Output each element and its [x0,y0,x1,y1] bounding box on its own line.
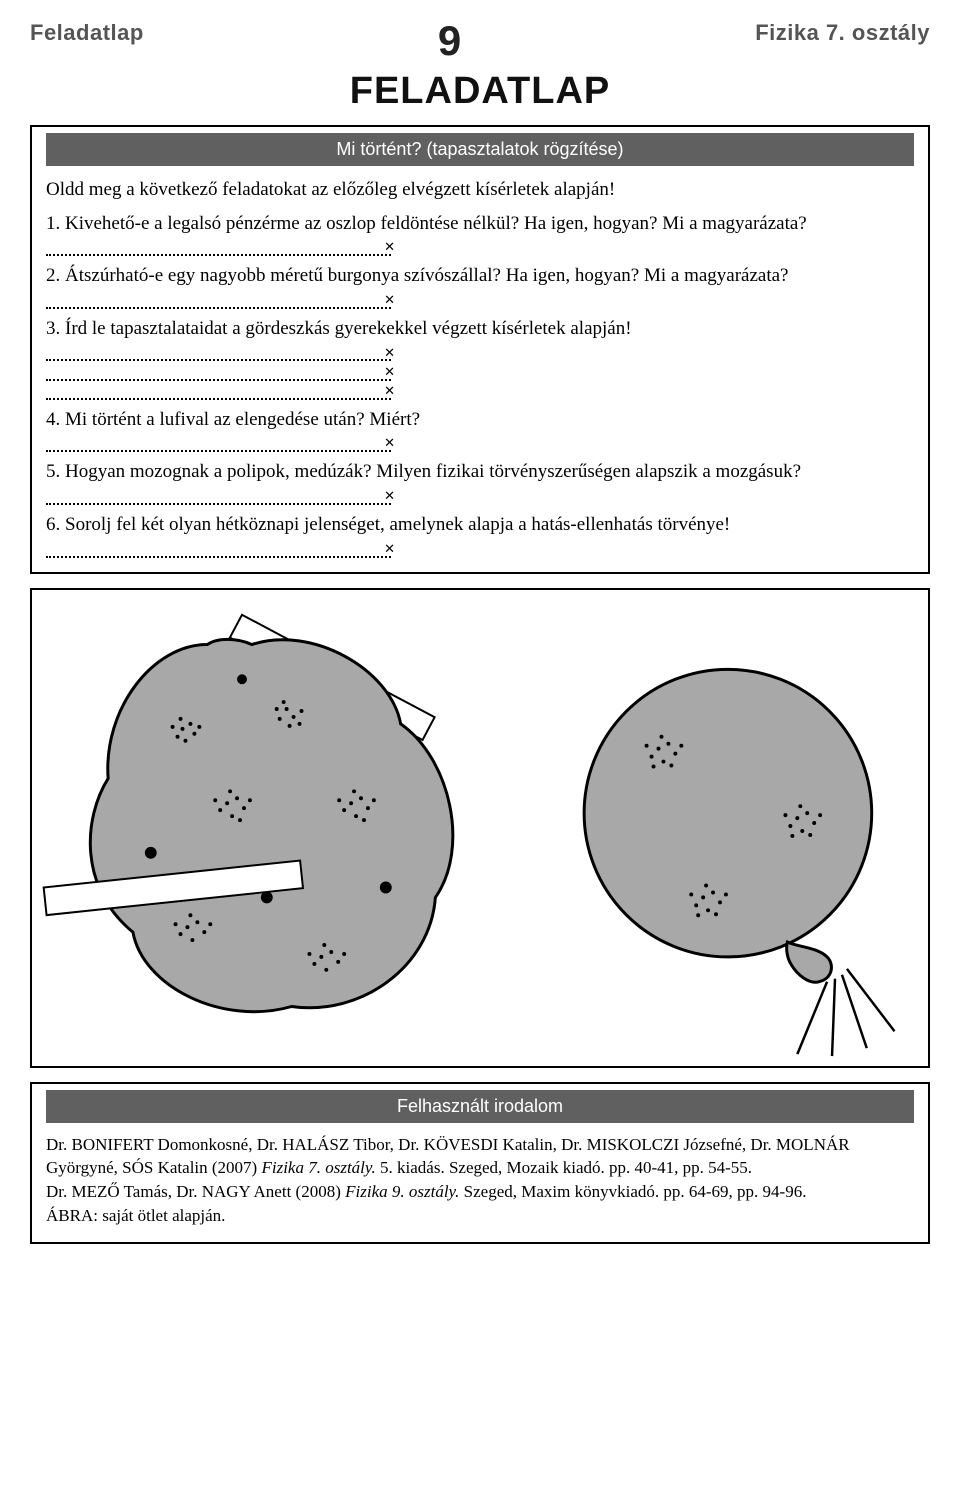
question-5: 5. Hogyan mozognak a polipok, medúzák? M… [46,458,914,486]
q2-num: 2. [46,265,60,286]
answer-line[interactable] [46,488,391,505]
answer-line[interactable] [46,292,391,309]
answer-line[interactable] [46,383,391,400]
answer-line[interactable] [46,435,391,452]
references-content: Dr. BONIFERT Domonkosné, Dr. HALÁSZ Tibo… [32,1133,928,1242]
illustration-svg [32,590,928,1066]
ref-line-1: Dr. BONIFERT Domonkosné, Dr. HALÁSZ Tibo… [46,1133,914,1181]
illustration-box [30,588,930,1068]
question-1: 1. Kivehető-e a legalsó pénzérme az oszl… [46,210,914,238]
answer-line[interactable] [46,239,391,256]
answer-line[interactable] [46,540,391,557]
answer-line[interactable] [46,344,391,361]
header-left: Feladatlap [30,20,144,46]
questions-box: Mi történt? (tapasztalatok rögzítése) Ol… [30,125,930,574]
q4-num: 4. [46,409,60,430]
q3-text: Írd le tapasztalataidat a gördeszkás gye… [65,318,632,339]
intro-text: Oldd meg a következő feladatokat az előz… [46,176,914,204]
references-box: Felhasznált irodalom Dr. BONIFERT Domonk… [30,1082,930,1244]
question-6: 6. Sorolj fel két olyan hétköznapi jelen… [46,511,914,539]
potato-illustration [44,614,453,1011]
page-number: 9 [438,20,461,62]
question-3: 3. Írd le tapasztalataidat a gördeszkás … [46,315,914,343]
answer-line[interactable] [46,363,391,380]
question-2: 2. Átszúrható-e egy nagyobb méretű burgo… [46,262,914,290]
balloon-illustration [584,669,894,1056]
references-title: Felhasznált irodalom [46,1090,914,1123]
q6-text: Sorolj fel két olyan hétköznapi jelenség… [65,514,730,535]
questions-content: Oldd meg a következő feladatokat az előz… [32,176,928,572]
question-4: 4. Mi történt a lufival az elengedése ut… [46,406,914,434]
q2-text: Átszúrható-e egy nagyobb méretű burgonya… [65,265,788,286]
q5-text: Hogyan mozognak a polipok, medúzák? Mily… [65,461,801,482]
q4-text: Mi történt a lufival az elengedése után?… [65,409,420,430]
q3-num: 3. [46,318,60,339]
q1-text: Kivehető-e a legalsó pénzérme az oszlop … [65,213,807,234]
ref-line-2: Dr. MEZŐ Tamás, Dr. NAGY Anett (2008) Fi… [46,1180,914,1204]
header-right: Fizika 7. osztály [755,20,930,46]
q5-num: 5. [46,461,60,482]
page-header: Feladatlap 9 Fizika 7. osztály [30,20,930,62]
questions-box-title: Mi történt? (tapasztalatok rögzítése) [46,133,914,166]
main-title: FELADATLAP [30,70,930,113]
q1-num: 1. [46,213,60,234]
ref-line-3: ÁBRA: saját ötlet alapján. [46,1204,914,1228]
q6-num: 6. [46,514,60,535]
